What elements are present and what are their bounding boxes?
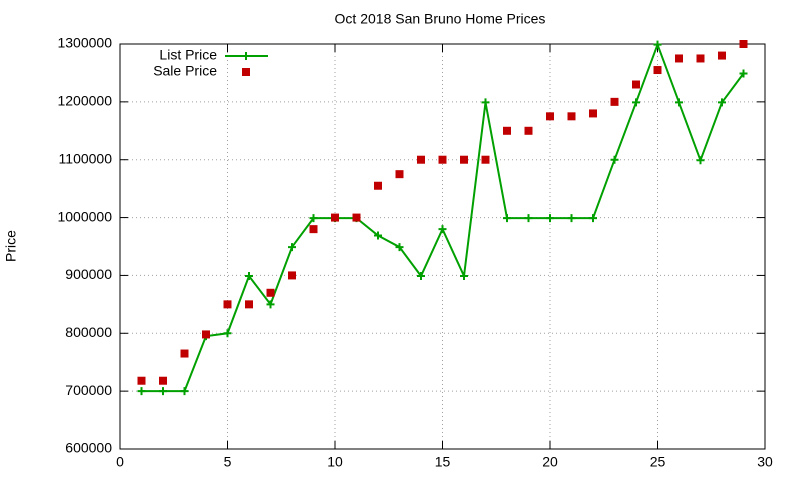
point-marker — [632, 80, 640, 89]
point-marker — [653, 40, 662, 49]
point-marker — [460, 155, 468, 164]
point-marker — [438, 225, 447, 234]
legend-label: Sale Price — [153, 63, 217, 79]
point-marker — [546, 112, 554, 121]
point-marker — [438, 155, 447, 164]
y-tick-label: 700000 — [65, 382, 112, 398]
plot-frame — [119, 43, 766, 450]
point-marker — [632, 98, 640, 107]
y-tick-label: 900000 — [65, 266, 112, 282]
point-marker — [696, 156, 705, 165]
x-tick-label: 20 — [542, 454, 558, 470]
point-marker — [395, 170, 404, 179]
point-marker — [589, 214, 597, 223]
point-marker — [460, 272, 468, 281]
point-marker — [417, 272, 425, 281]
point-marker — [331, 213, 339, 222]
point-marker — [245, 272, 253, 281]
point-marker — [524, 214, 533, 223]
chart-title: Oct 2018 San Bruno Home Prices — [335, 11, 546, 27]
point-marker — [718, 51, 726, 60]
point-marker — [524, 126, 533, 135]
legend-marker — [242, 52, 250, 60]
point-marker — [309, 214, 318, 223]
y-tick-label: 1100000 — [59, 150, 113, 166]
point-marker — [675, 98, 683, 107]
point-marker — [223, 329, 232, 338]
point-marker — [223, 300, 232, 309]
x-tick-label: 10 — [327, 454, 343, 470]
point-marker — [180, 349, 189, 358]
point-marker — [696, 54, 705, 63]
point-marker — [503, 214, 511, 223]
point-marker — [567, 112, 576, 121]
point-marker — [374, 231, 382, 240]
point-marker — [288, 271, 296, 280]
point-marker — [739, 40, 748, 48]
point-marker — [159, 387, 167, 396]
point-marker — [137, 387, 146, 396]
legend-label: List Price — [159, 47, 217, 63]
point-marker — [180, 387, 189, 396]
y-tick-label: 1000000 — [57, 208, 112, 224]
y-tick-label: 1300000 — [57, 35, 112, 51]
y-tick-label: 600000 — [65, 440, 112, 456]
y-tick-label: 800000 — [65, 324, 112, 340]
point-marker — [266, 288, 275, 297]
point-marker — [417, 155, 425, 164]
point-marker — [352, 213, 361, 222]
point-marker — [546, 214, 554, 223]
point-marker — [610, 155, 619, 164]
point-marker — [481, 155, 490, 164]
point-marker — [567, 214, 576, 223]
point-marker — [202, 330, 210, 339]
point-marker — [395, 243, 404, 252]
point-marker — [503, 126, 511, 135]
point-marker — [610, 97, 619, 106]
point-marker — [137, 376, 146, 385]
point-marker — [481, 98, 490, 107]
point-marker — [245, 300, 253, 309]
x-tick-label: 25 — [650, 454, 666, 470]
point-marker — [675, 54, 683, 63]
y-axis-label: Price — [3, 230, 19, 262]
point-marker — [288, 243, 296, 252]
point-marker — [159, 376, 167, 385]
y-tick-label: 1200000 — [57, 93, 112, 109]
x-tick-label: 30 — [757, 454, 773, 470]
point-marker — [374, 181, 382, 190]
point-marker — [309, 225, 318, 234]
x-tick-label: 5 — [224, 454, 232, 470]
point-marker — [589, 109, 597, 118]
point-marker — [653, 66, 662, 75]
point-marker — [266, 300, 275, 309]
x-tick-label: 15 — [435, 454, 451, 470]
point-marker — [739, 69, 748, 78]
legend-marker — [242, 68, 250, 76]
x-tick-label: 0 — [116, 454, 124, 470]
point-marker — [718, 98, 726, 107]
